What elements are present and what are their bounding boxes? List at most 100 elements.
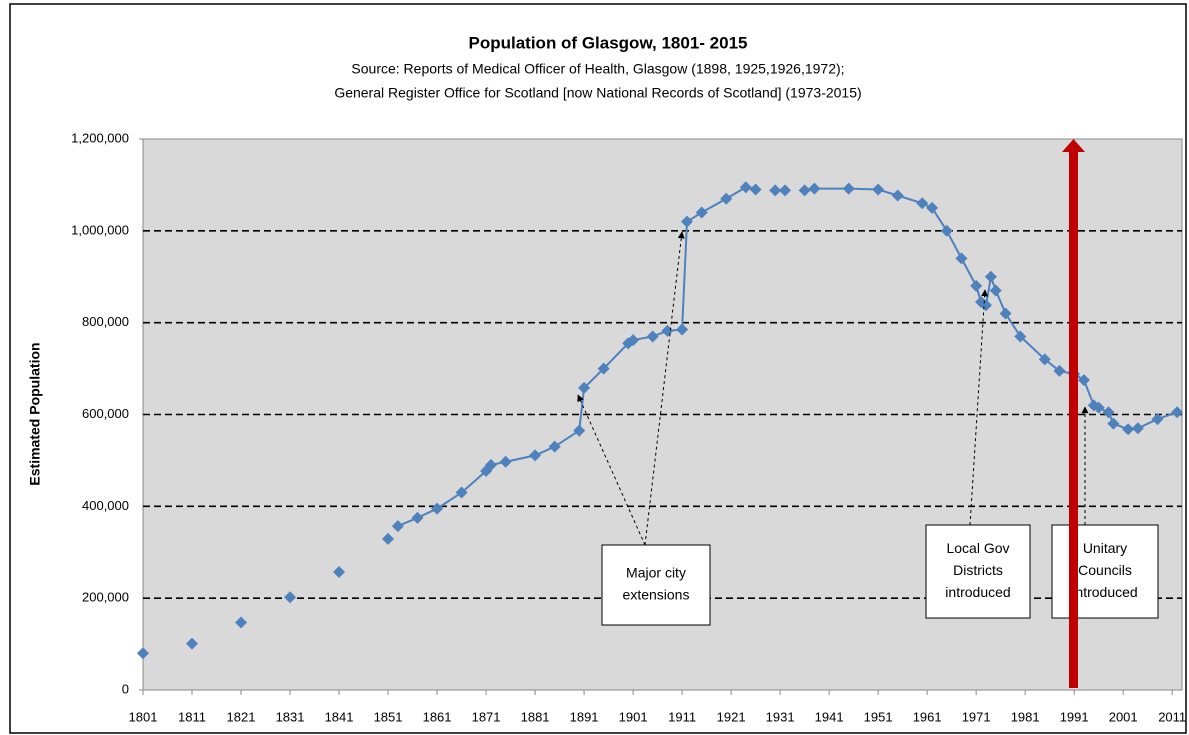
data-point (979, 299, 992, 312)
annotation-text: introduced (1072, 584, 1137, 600)
data-line (804, 187, 1178, 431)
y-tick-label: 800,000 (82, 314, 129, 329)
data-point (455, 486, 468, 499)
x-tick-label: 2011 (1158, 709, 1186, 724)
annotation-box (925, 524, 1031, 619)
data-point (779, 184, 792, 197)
data-point (926, 201, 939, 214)
data-line (397, 186, 756, 528)
data-point (739, 181, 752, 194)
annotation-text: Unitary (1083, 540, 1127, 556)
y-axis-label: Estimated Population (27, 342, 43, 485)
x-tick-label: 2001 (1109, 709, 1138, 724)
annotation-text: extensions (623, 587, 690, 603)
chart-title: Population of Glasgow, 1801- 2015 (469, 33, 748, 52)
red-arrow-head (1062, 139, 1085, 152)
annotation-text: Districts (953, 562, 1003, 578)
y-tick-label: 400,000 (82, 498, 129, 513)
data-point (891, 189, 904, 202)
annotation-text: Councils (1078, 562, 1132, 578)
data-point (808, 182, 821, 195)
annotation-box (601, 544, 711, 626)
data-point (529, 449, 542, 462)
x-tick-label: 1971 (962, 709, 991, 724)
chart-subtitle: Source: Reports of Medical Officer of He… (351, 61, 844, 77)
data-point (940, 224, 953, 237)
data-point (548, 440, 561, 453)
x-tick-label: 1961 (913, 709, 942, 724)
red-arrow-shaft (1069, 150, 1078, 688)
x-tick-label: 1951 (864, 709, 893, 724)
data-point (431, 502, 444, 515)
x-tick-label: 1851 (374, 709, 403, 724)
data-point (1131, 422, 1144, 435)
y-tick-label: 0 (122, 681, 129, 696)
x-tick-label: 1891 (570, 709, 599, 724)
x-tick-label: 1981 (1011, 709, 1040, 724)
x-tick-label: 1921 (717, 709, 746, 724)
data-point (1122, 423, 1135, 436)
data-point (333, 565, 346, 578)
x-tick-label: 1881 (521, 709, 550, 724)
annotation-arrow (644, 231, 685, 546)
data-point (798, 184, 811, 197)
annotation-text: Local Gov (946, 540, 1009, 556)
x-tick-label: 1871 (472, 709, 501, 724)
data-point (484, 459, 497, 472)
data-point (499, 455, 512, 468)
x-tick-label: 1911 (668, 709, 696, 724)
data-point (749, 183, 762, 196)
x-tick-label: 1841 (325, 709, 354, 724)
x-tick-label: 1831 (276, 709, 305, 724)
y-tick-label: 600,000 (82, 406, 129, 421)
annotation-text: Major city (626, 565, 686, 581)
data-point (627, 334, 640, 347)
data-point (646, 330, 659, 343)
data-point (1151, 413, 1164, 426)
data-point (681, 215, 694, 228)
data-point (382, 532, 395, 545)
data-point (916, 197, 929, 210)
data-point (970, 279, 983, 292)
data-point (1077, 374, 1090, 387)
data-point (984, 270, 997, 283)
data-point (1038, 353, 1051, 366)
y-tick-label: 200,000 (82, 590, 129, 605)
data-point (1014, 330, 1027, 343)
data-point (578, 381, 591, 394)
x-tick-label: 1931 (766, 709, 795, 724)
x-tick-label: 1991 (1060, 709, 1089, 724)
data-point (391, 520, 404, 533)
x-tick-label: 1901 (619, 709, 648, 724)
data-point (1092, 401, 1105, 414)
data-point (872, 183, 885, 196)
data-point (1107, 417, 1120, 430)
data-point (186, 637, 199, 650)
data-point (284, 591, 297, 604)
data-point (842, 182, 855, 195)
x-tick-label: 1811 (178, 709, 206, 724)
y-tick-label: 1,000,000 (71, 222, 129, 237)
x-tick-label: 1861 (423, 709, 452, 724)
data-point (720, 192, 733, 205)
data-point (955, 252, 968, 265)
data-point (1171, 406, 1184, 419)
data-point (676, 323, 689, 336)
annotation-text: introduced (945, 584, 1010, 600)
x-tick-label: 1821 (227, 709, 256, 724)
data-point (769, 184, 782, 197)
x-tick-label: 1801 (129, 709, 158, 724)
data-point (411, 511, 424, 524)
data-point (999, 307, 1012, 320)
data-point (597, 362, 610, 375)
data-point (1102, 406, 1115, 419)
y-tick-label: 1,200,000 (71, 130, 129, 145)
data-point (1053, 364, 1066, 377)
data-point (573, 424, 586, 437)
data-point (695, 206, 708, 219)
data-point (235, 616, 248, 629)
chart-subtitle: General Register Office for Scotland [no… (334, 85, 861, 101)
x-tick-label: 1941 (815, 709, 844, 724)
data-point (989, 284, 1002, 297)
